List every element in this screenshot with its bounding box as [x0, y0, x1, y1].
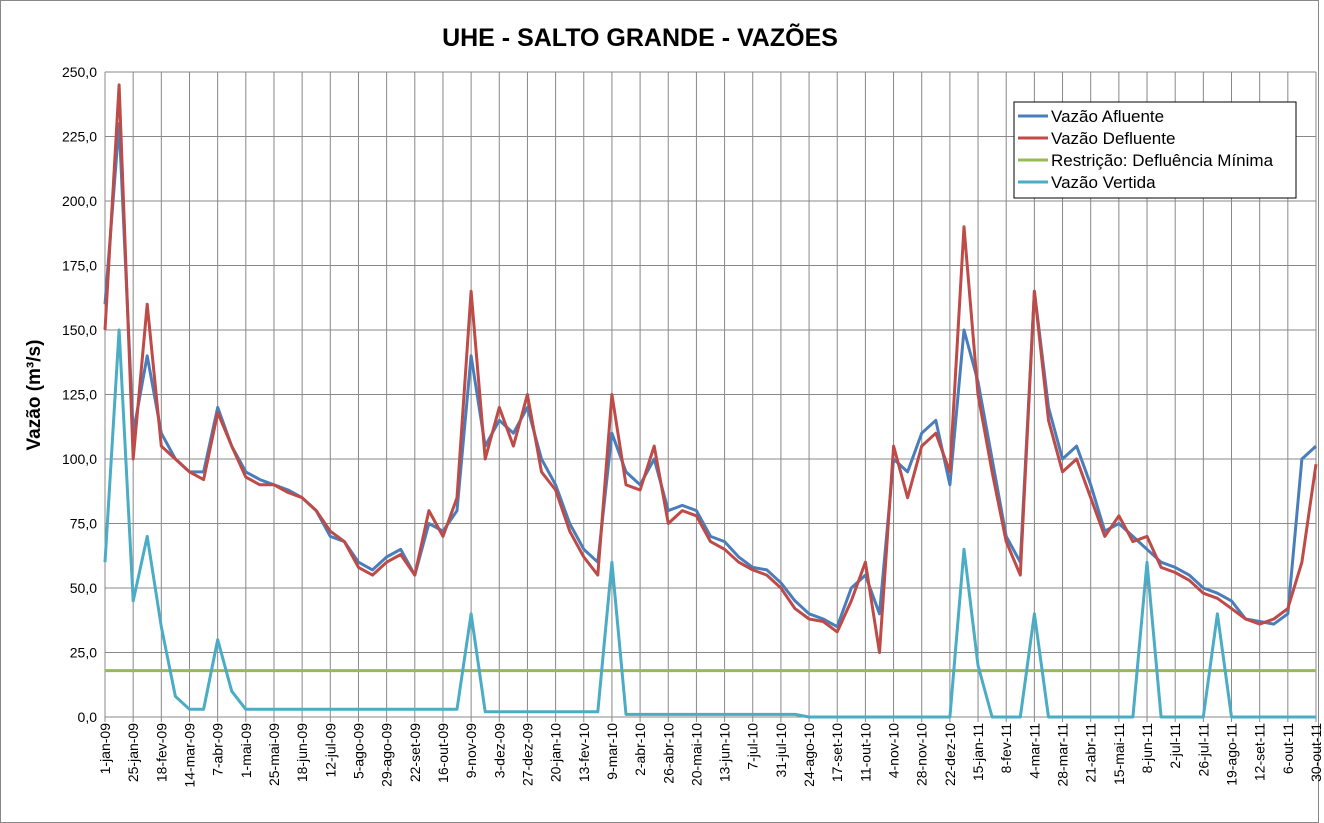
y-tick-label: 100,0	[62, 451, 97, 467]
x-tick-label: 18-jun-09	[294, 723, 310, 782]
x-tick-label: 25-jan-09	[125, 723, 141, 782]
x-tick-label: 4-nov-10	[886, 723, 902, 778]
chart-title: UHE - SALTO GRANDE - VAZÕES	[442, 22, 838, 52]
x-tick-label: 17-set-10	[829, 723, 845, 782]
x-tick-label: 1-jan-09	[97, 723, 113, 775]
x-tick-label: 9-mar-10	[604, 723, 620, 780]
x-tick-label: 26-abr-10	[660, 723, 676, 784]
y-tick-label: 0,0	[78, 709, 98, 725]
x-tick-label: 28-nov-10	[914, 723, 930, 786]
x-tick-label: 9-nov-09	[463, 723, 479, 778]
y-tick-label: 150,0	[62, 322, 97, 338]
legend-label: Vazão Defluente	[1051, 129, 1175, 148]
y-tick-label: 50,0	[70, 580, 97, 596]
x-tick-label: 14-mar-09	[181, 723, 197, 788]
x-tick-label: 27-dez-09	[519, 723, 535, 786]
x-tick-label: 28-mar-11	[1055, 723, 1071, 787]
x-tick-label: 22-dez-10	[942, 723, 958, 786]
x-tick-label: 31-jul-10	[773, 723, 789, 778]
y-tick-label: 125,0	[62, 387, 97, 403]
x-tick-label: 13-fev-10	[576, 723, 592, 782]
x-tick-label: 3-dez-09	[491, 723, 507, 778]
x-tick-label: 2-abr-10	[632, 723, 648, 776]
series-line	[103, 328, 1316, 719]
x-tick-label: 7-abr-09	[210, 723, 226, 776]
series-line	[103, 83, 1318, 654]
x-tick-label: 21-abr-11	[1083, 723, 1099, 783]
x-tick-label: 24-ago-10	[801, 723, 817, 787]
x-tick-label: 12-jul-09	[322, 723, 338, 778]
x-tick-label: 12-set-11	[1252, 723, 1268, 781]
x-tick-label: 8-jun-11	[1139, 723, 1155, 774]
x-tick-label: 22-set-09	[407, 723, 423, 782]
x-tick-label: 8-fev-11	[998, 723, 1014, 774]
x-tick-label: 13-jun-10	[717, 723, 733, 782]
x-tick-label: 30-out-11	[1308, 723, 1324, 782]
legend-label: Vazão Afluente	[1051, 107, 1164, 126]
y-tick-label: 200,0	[62, 193, 97, 209]
x-tick-label: 7-jul-10	[745, 723, 761, 770]
legend-box	[1013, 101, 1297, 199]
x-tick-label: 4-mar-11	[1026, 723, 1042, 779]
y-tick-label: 175,0	[62, 258, 97, 274]
y-tick-label: 250,0	[62, 64, 97, 80]
x-tick-label: 15-jan-11	[970, 723, 986, 781]
x-tick-label: 19-ago-11	[1224, 723, 1240, 786]
x-tick-label: 1-mai-09	[238, 723, 254, 778]
y-axis-label: Vazão (m³/s)	[24, 340, 45, 451]
legend-label: Vazão Vertida	[1051, 173, 1156, 192]
x-tick-label: 5-ago-09	[350, 723, 366, 779]
x-tick-label: 15-mai-11	[1111, 723, 1127, 785]
x-tick-label: 16-out-09	[435, 723, 451, 783]
y-tick-label: 25,0	[70, 645, 97, 661]
legend-label: Restrição: Defluência Mínima	[1051, 151, 1274, 170]
x-tick-label: 2-jul-11	[1167, 723, 1183, 769]
x-tick-label: 20-jan-10	[548, 723, 564, 782]
x-tick-label: 29-ago-09	[379, 723, 395, 787]
x-tick-label: 18-fev-09	[153, 723, 169, 782]
x-tick-label: 11-out-10	[857, 723, 873, 782]
x-tick-label: 20-mai-10	[688, 723, 704, 786]
y-tick-label: 225,0	[62, 129, 97, 145]
y-tick-label: 75,0	[70, 516, 97, 532]
x-tick-label: 26-jul-11	[1195, 723, 1211, 777]
x-tick-label: 25-mai-09	[266, 723, 282, 786]
x-tick-label: 6-out-11	[1280, 723, 1296, 774]
